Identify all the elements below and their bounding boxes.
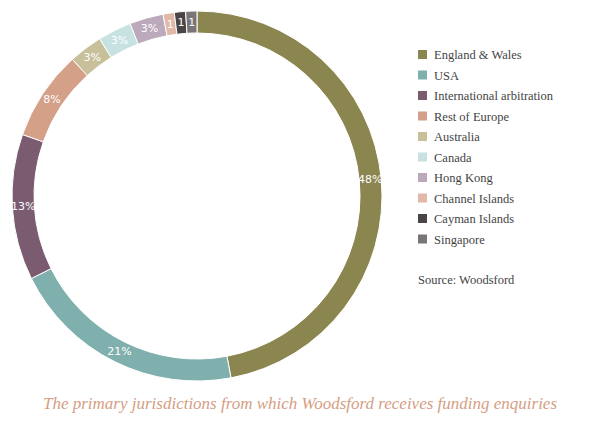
legend-label: USA <box>434 69 459 83</box>
legend-swatch <box>418 132 427 141</box>
legend-label: Rest of Europe <box>434 110 509 124</box>
slice <box>174 11 187 34</box>
source-note: Source: Woodsford <box>418 273 515 287</box>
legend-label: England & Wales <box>434 48 522 62</box>
data-label: 1 <box>177 16 184 29</box>
data-label: 3% <box>83 51 100 64</box>
legend-item: England & Wales <box>418 48 522 62</box>
data-label: 21% <box>107 345 131 358</box>
caption: The primary jurisdictions from which Woo… <box>43 394 557 413</box>
data-label: 3% <box>111 34 128 47</box>
legend-swatch <box>418 214 427 223</box>
legend-label: Australia <box>434 130 480 144</box>
legend-item: Canada <box>418 151 472 165</box>
slice <box>197 11 382 378</box>
slice <box>31 269 231 381</box>
plot <box>12 11 382 381</box>
slice <box>130 14 167 44</box>
data-label: 8% <box>43 93 60 106</box>
legend: England & Wales USA International arbitrat… <box>418 48 554 287</box>
legend-label: Channel Islands <box>434 192 514 206</box>
data-labels: 48%21%13%8%3%3%3%111 <box>11 16 382 359</box>
chart: 48%21%13%8%3%3%3%111England & WalesUSAIn… <box>0 0 600 424</box>
legend-label: Hong Kong <box>434 171 493 185</box>
legend-item: Australia <box>418 130 480 144</box>
data-label: 1 <box>167 18 174 31</box>
legend-swatch <box>418 235 427 244</box>
slice <box>12 135 51 279</box>
legend-swatch <box>418 91 427 100</box>
data-label: 48% <box>358 173 382 186</box>
legend-item: Cayman Islands <box>418 212 514 226</box>
legend-swatch <box>418 112 427 121</box>
legend-item: Hong Kong <box>418 171 493 185</box>
legend-label: International arbitration <box>434 89 554 103</box>
slice <box>186 11 197 33</box>
data-label: 3% <box>141 22 158 35</box>
legend-label: Cayman Islands <box>434 212 514 226</box>
data-label: 13% <box>11 200 35 213</box>
legend-swatch <box>418 50 427 59</box>
data-label: 1 <box>188 16 195 29</box>
slice <box>23 59 88 142</box>
legend-item: International arbitration <box>418 89 554 103</box>
legend-item: Singapore <box>418 233 485 247</box>
legend-swatch <box>418 194 427 203</box>
legend-swatch <box>418 71 427 80</box>
legend-label: Canada <box>434 151 472 165</box>
legend-item: Rest of Europe <box>418 110 509 124</box>
legend-label: Singapore <box>434 233 485 247</box>
legend-item: USA <box>418 69 459 83</box>
legend-swatch <box>418 153 427 162</box>
legend-swatch <box>418 173 427 182</box>
legend-item: Channel Islands <box>418 192 514 206</box>
